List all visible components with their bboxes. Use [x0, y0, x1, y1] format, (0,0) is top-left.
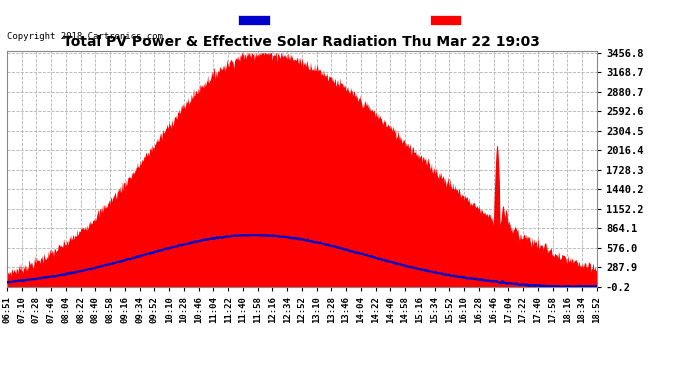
Title: Total PV Power & Effective Solar Radiation Thu Mar 22 19:03: Total PV Power & Effective Solar Radiati… [63, 36, 540, 50]
Legend: Radiation (Effective w/m2), PV Panels (DC Watts): Radiation (Effective w/m2), PV Panels (D… [236, 13, 591, 28]
Text: Copyright 2018 Cartronics.com: Copyright 2018 Cartronics.com [7, 32, 163, 41]
